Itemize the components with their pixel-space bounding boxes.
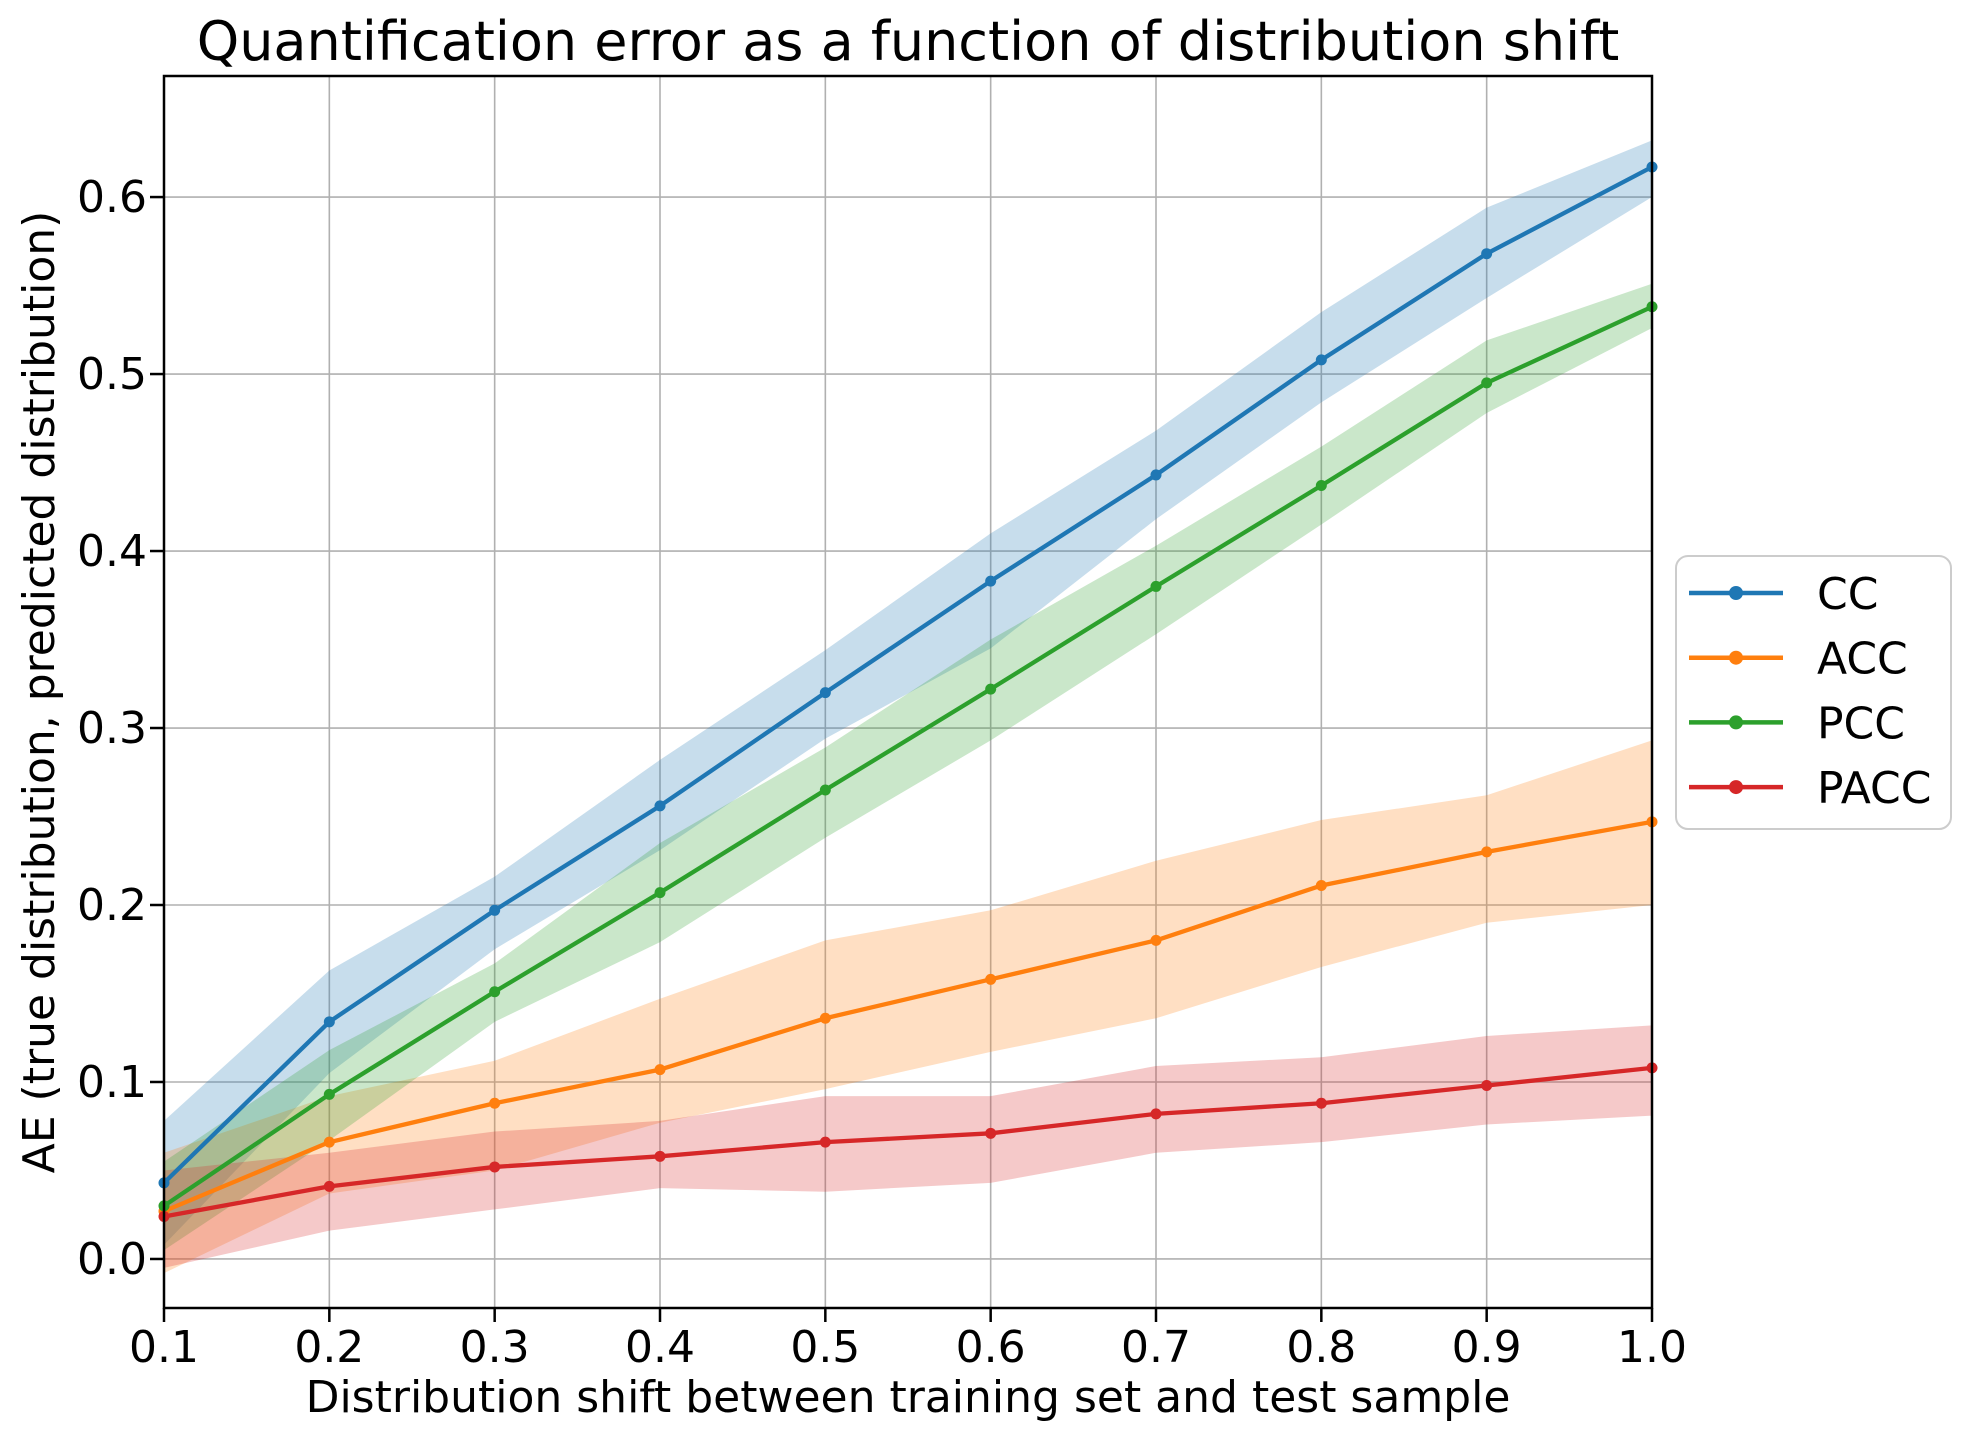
- data-point-PACC: [985, 1127, 997, 1139]
- data-point-PCC: [1150, 580, 1162, 592]
- plot-border: [162, 74, 1654, 1310]
- chart-title: Quantification error as a function of di…: [197, 10, 1620, 73]
- confidence-band-ACC: [164, 740, 1652, 1274]
- legend-marker-PACC: [1729, 780, 1743, 795]
- data-point-PACC: [489, 1161, 501, 1173]
- y-tick-label: 0.3: [77, 703, 147, 754]
- data-point-ACC: [489, 1097, 501, 1109]
- legend-label-ACC: ACC: [1817, 634, 1908, 685]
- data-point-PACC: [1315, 1097, 1327, 1109]
- y-tick-label: 0.1: [77, 1057, 147, 1108]
- series-lines: [161, 164, 1655, 1219]
- data-point-ACC: [323, 1136, 335, 1148]
- data-point-PCC: [323, 1088, 335, 1100]
- legend-marker-CC: [1729, 586, 1743, 600]
- data-point-PCC: [654, 887, 666, 899]
- data-point-ACC: [1315, 880, 1327, 892]
- data-point-CC: [323, 1016, 335, 1028]
- data-point-CC: [1315, 354, 1327, 366]
- data-point-CC: [489, 904, 501, 916]
- data-point-CC: [1481, 248, 1493, 260]
- data-point-PCC: [1315, 480, 1327, 492]
- series-line-PACC: [161, 1065, 1655, 1219]
- x-tick-label: 0.8: [1286, 1322, 1356, 1373]
- y-tick-label: 0.2: [77, 880, 147, 931]
- y-tick-label: 0.0: [77, 1234, 147, 1285]
- legend: CC ACC PCC PACC: [1675, 555, 1952, 830]
- data-point-PCC: [489, 986, 501, 998]
- confidence-band-PCC: [164, 283, 1652, 1251]
- data-point-PACC: [654, 1150, 666, 1162]
- data-point-CC: [654, 800, 666, 812]
- data-point-ACC: [1150, 934, 1162, 946]
- series-line-ACC: [161, 819, 1655, 1214]
- legend-box: [1675, 555, 1952, 830]
- data-point-CC: [1150, 469, 1162, 481]
- x-tick-label: 0.7: [1121, 1322, 1191, 1373]
- data-point-PACC: [819, 1136, 831, 1148]
- data-point-PCC: [985, 683, 997, 695]
- data-point-ACC: [985, 973, 997, 985]
- x-tick-label: 0.2: [294, 1322, 364, 1373]
- data-point-PCC: [819, 784, 831, 796]
- axis-ticks: [150, 195, 1654, 1322]
- data-point-ACC: [819, 1012, 831, 1024]
- data-point-CC: [819, 687, 831, 699]
- axis-tick-labels: 0.1 0.2 0.3 0.4 0.5 0.6 0.7 0.8 0.9 1.0 0.0 0.1 0.2 0…: [77, 172, 1687, 1373]
- x-tick-label: 0.4: [625, 1322, 695, 1373]
- x-tick-label: 0.6: [956, 1322, 1026, 1373]
- legend-marker-ACC: [1729, 650, 1743, 665]
- series-line-CC: [161, 164, 1655, 1186]
- data-point-ACC: [654, 1064, 666, 1076]
- y-tick-label: 0.6: [77, 172, 147, 223]
- confidence-bands: [164, 140, 1652, 1274]
- legend-label-CC: CC: [1817, 569, 1878, 620]
- data-point-PACC: [1150, 1108, 1162, 1120]
- y-tick-label: 0.4: [77, 526, 147, 577]
- data-point-PCC: [1481, 377, 1493, 389]
- data-point-CC: [985, 575, 997, 587]
- x-axis-label: Distribution shift between training set …: [306, 1372, 1511, 1423]
- legend-label-PACC: PACC: [1817, 763, 1932, 814]
- x-tick-label: 1.0: [1617, 1322, 1687, 1373]
- x-tick-label: 0.5: [790, 1322, 860, 1373]
- data-point-PACC: [323, 1180, 335, 1192]
- series-line-PCC: [161, 304, 1655, 1209]
- y-tick-label: 0.5: [77, 349, 147, 400]
- data-point-ACC: [1481, 846, 1493, 858]
- confidence-band-PACC: [164, 1025, 1652, 1268]
- x-tick-label: 0.9: [1452, 1322, 1522, 1373]
- axes-spines: [162, 74, 1654, 1310]
- data-point-PACC: [1481, 1080, 1493, 1092]
- legend-marker-PCC: [1729, 715, 1743, 730]
- confidence-band-CC: [164, 140, 1652, 1245]
- legend-label-PCC: PCC: [1817, 698, 1905, 749]
- x-tick-label: 0.3: [460, 1322, 530, 1373]
- x-tick-label: 0.1: [129, 1322, 199, 1373]
- y-axis-label: AE (true distribution, predicted distrib…: [14, 211, 65, 1174]
- series-markers: [158, 161, 1658, 1222]
